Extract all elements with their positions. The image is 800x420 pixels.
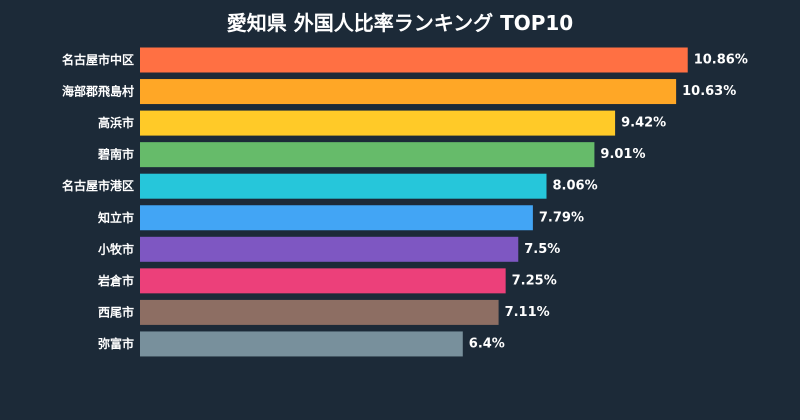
bar-group: 碧南市 9.01% xyxy=(97,142,646,168)
value-label: 10.63% xyxy=(682,84,736,99)
bar-group: 岩倉市 7.25% xyxy=(97,268,557,294)
value-label: 7.79% xyxy=(539,210,584,225)
bar-group: 高浜市 9.42% xyxy=(98,110,666,136)
category-label: 小牧市 xyxy=(98,241,134,256)
value-label: 9.42% xyxy=(621,116,666,131)
bar xyxy=(140,173,547,199)
bar-group: 小牧市 7.5% xyxy=(98,236,560,262)
bar-group: 西尾市 7.11% xyxy=(98,299,550,325)
bar xyxy=(140,205,533,231)
bar-group: 知立市 7.79% xyxy=(97,205,584,231)
value-label: 8.06% xyxy=(553,179,598,194)
bar-group: 名古屋市中区 10.86% xyxy=(62,47,748,73)
value-label: 6.4% xyxy=(469,336,505,351)
bar-group: 海部郡飛島村 10.63% xyxy=(62,79,736,105)
category-label: 名古屋市港区 xyxy=(62,178,134,193)
bar xyxy=(140,47,688,73)
category-label: 弥富市 xyxy=(98,336,134,351)
category-label: 高浜市 xyxy=(98,115,134,130)
category-label: 碧南市 xyxy=(97,147,134,162)
bar-group: 名古屋市港区 8.06% xyxy=(62,173,598,199)
bar xyxy=(140,110,616,136)
bar xyxy=(140,79,677,105)
value-label: 7.5% xyxy=(524,242,560,257)
chart-title: 愛知県 外国人比率ランキング TOP10 xyxy=(227,11,573,35)
bar xyxy=(140,236,519,262)
value-label: 10.86% xyxy=(694,53,748,68)
bar xyxy=(140,268,506,294)
bar-group: 弥富市 6.4% xyxy=(98,331,505,357)
category-label: 知立市 xyxy=(97,210,134,225)
bar xyxy=(140,299,499,325)
category-label: 海部郡飛島村 xyxy=(62,84,134,99)
category-label: 岩倉市 xyxy=(97,273,134,288)
value-label: 7.11% xyxy=(505,305,550,320)
bar xyxy=(140,331,463,357)
category-label: 西尾市 xyxy=(98,304,134,319)
bar xyxy=(140,142,595,168)
value-label: 7.25% xyxy=(512,273,557,288)
value-label: 9.01% xyxy=(600,147,645,162)
category-label: 名古屋市中区 xyxy=(62,52,134,67)
bars-layer: 名古屋市中区 10.86% 海部郡飛島村 10.63% 高浜市 9.42% 碧南市 9.01%… xyxy=(62,47,748,357)
